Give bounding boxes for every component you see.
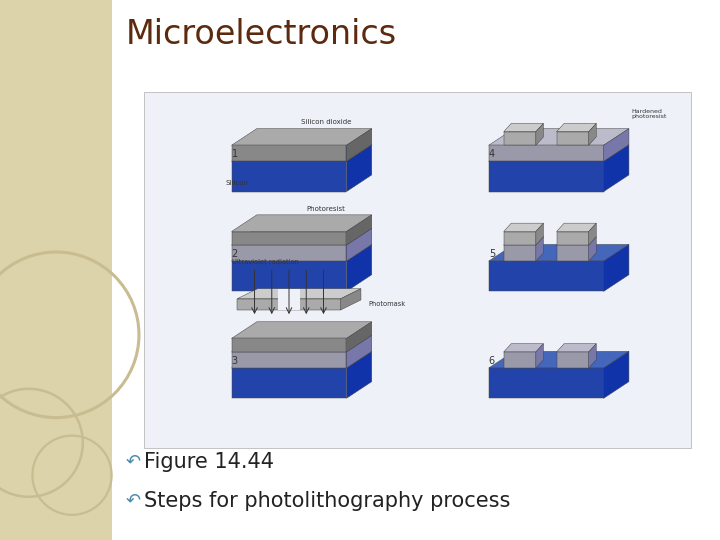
Polygon shape [489, 245, 629, 261]
Polygon shape [346, 245, 372, 292]
Polygon shape [536, 123, 544, 145]
Polygon shape [489, 261, 603, 292]
Polygon shape [232, 215, 372, 232]
Polygon shape [232, 368, 346, 399]
Polygon shape [232, 261, 346, 292]
Polygon shape [238, 299, 341, 310]
Polygon shape [589, 223, 596, 245]
Polygon shape [557, 352, 589, 368]
Polygon shape [489, 145, 629, 161]
Polygon shape [346, 352, 372, 399]
Polygon shape [341, 289, 361, 310]
Polygon shape [232, 322, 372, 339]
Polygon shape [489, 129, 629, 145]
Polygon shape [557, 343, 596, 352]
Polygon shape [536, 343, 544, 368]
Text: Ultraviolet radiation: Ultraviolet radiation [232, 259, 298, 265]
Polygon shape [238, 289, 361, 299]
Polygon shape [346, 215, 372, 245]
Polygon shape [232, 352, 346, 368]
Polygon shape [536, 223, 544, 245]
Polygon shape [557, 132, 589, 145]
Text: Figure 14.44: Figure 14.44 [143, 451, 274, 472]
Polygon shape [557, 223, 596, 232]
Polygon shape [232, 161, 346, 192]
Polygon shape [589, 343, 596, 368]
Polygon shape [504, 232, 536, 245]
Polygon shape [589, 237, 596, 261]
Polygon shape [504, 245, 536, 261]
Text: 5: 5 [489, 249, 495, 259]
Polygon shape [489, 352, 629, 368]
Polygon shape [557, 245, 589, 261]
Text: ↶: ↶ [125, 492, 140, 510]
Polygon shape [557, 232, 589, 245]
Polygon shape [232, 145, 346, 161]
Polygon shape [504, 132, 536, 145]
Polygon shape [346, 335, 372, 368]
Text: 3: 3 [232, 356, 238, 366]
Polygon shape [489, 368, 603, 399]
Polygon shape [232, 339, 346, 352]
Text: 1: 1 [232, 149, 238, 159]
Bar [112, 0, 720, 540]
Polygon shape [232, 245, 372, 261]
Polygon shape [232, 228, 372, 245]
Polygon shape [346, 228, 372, 261]
Polygon shape [232, 245, 346, 261]
Bar [0, 0, 112, 540]
Polygon shape [504, 237, 544, 245]
Text: 2: 2 [232, 249, 238, 259]
Polygon shape [346, 145, 372, 192]
Polygon shape [536, 237, 544, 261]
Bar [144, 92, 691, 448]
Text: Photomask: Photomask [369, 301, 406, 307]
Text: Microelectronics: Microelectronics [125, 18, 397, 51]
Polygon shape [346, 129, 372, 161]
Polygon shape [557, 237, 596, 245]
Polygon shape [232, 335, 372, 352]
Polygon shape [504, 343, 544, 352]
Text: Silicon: Silicon [226, 179, 249, 186]
Polygon shape [489, 161, 603, 192]
Polygon shape [504, 223, 544, 232]
Polygon shape [504, 123, 544, 132]
Text: 4: 4 [489, 149, 495, 159]
Text: Steps for photolithography process: Steps for photolithography process [143, 491, 510, 511]
Polygon shape [232, 352, 372, 368]
Polygon shape [232, 129, 372, 145]
Text: Hardened
photoresist: Hardened photoresist [631, 109, 666, 119]
Text: Photoresist: Photoresist [306, 206, 345, 212]
Text: 6: 6 [489, 356, 495, 366]
Polygon shape [232, 145, 372, 161]
Polygon shape [603, 129, 629, 161]
Polygon shape [557, 123, 596, 132]
Polygon shape [603, 145, 629, 192]
Polygon shape [489, 145, 603, 161]
Polygon shape [603, 245, 629, 292]
Polygon shape [232, 232, 346, 245]
Polygon shape [589, 123, 596, 145]
Text: Silicon dioxide: Silicon dioxide [300, 119, 351, 125]
Text: ↶: ↶ [125, 453, 140, 471]
Polygon shape [346, 322, 372, 352]
Polygon shape [504, 352, 536, 368]
Polygon shape [603, 352, 629, 399]
Bar [277, 289, 300, 310]
